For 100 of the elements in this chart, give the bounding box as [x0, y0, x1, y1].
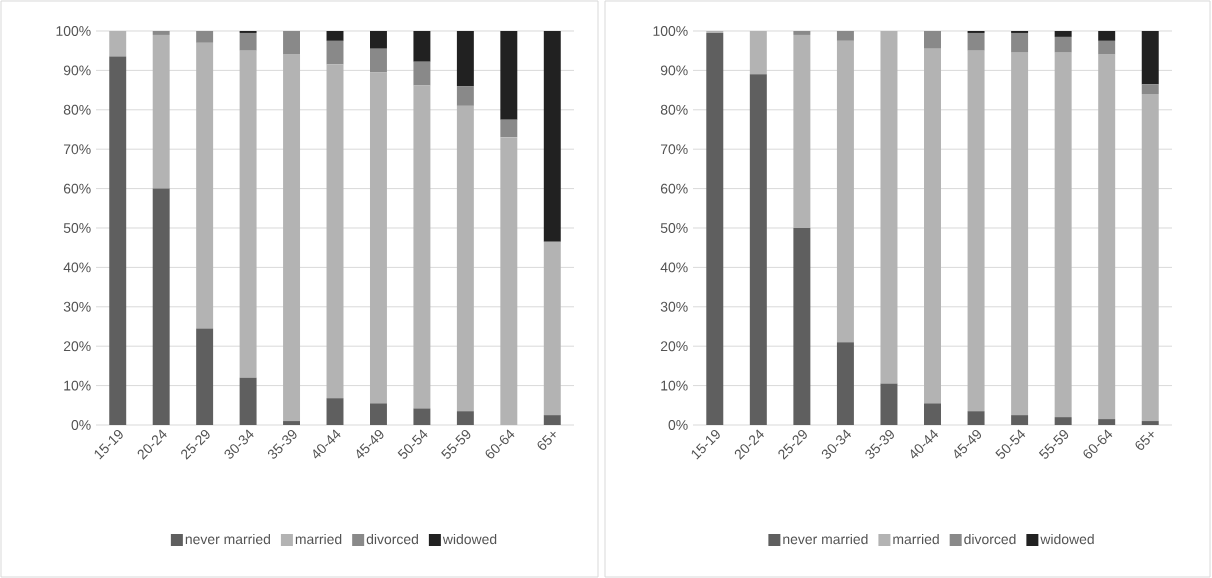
bar — [1011, 415, 1029, 425]
y-tick-label: 20% — [63, 341, 91, 352]
bar — [1054, 31, 1072, 37]
bar — [326, 31, 344, 41]
legend-label: widowed — [442, 533, 497, 545]
bar — [413, 408, 431, 425]
x-tick-label: 65+ — [537, 431, 556, 450]
y-tick-label: 80% — [63, 104, 91, 115]
bar — [836, 342, 854, 425]
bar — [369, 72, 387, 404]
bar — [1141, 84, 1159, 95]
bar — [1054, 52, 1072, 418]
bar — [413, 85, 431, 409]
bar — [967, 411, 985, 425]
bar — [880, 383, 898, 425]
bar — [109, 56, 127, 425]
y-tick-label: 10% — [661, 380, 688, 391]
bar — [543, 31, 561, 242]
y-tick-label: 40% — [63, 262, 91, 273]
bar — [196, 31, 214, 43]
y-tick-label: 50% — [63, 223, 91, 233]
bar — [456, 86, 474, 106]
bar — [239, 377, 257, 425]
bar — [456, 105, 474, 412]
bar — [1011, 32, 1029, 53]
y-tick-label: 90% — [63, 65, 91, 76]
y-tick-label: 10% — [64, 380, 91, 391]
legend-label: married — [893, 533, 939, 545]
bar — [500, 31, 518, 120]
bar — [326, 64, 344, 399]
bar — [413, 61, 431, 86]
legend-label: never married — [185, 533, 270, 545]
bar — [924, 31, 941, 49]
bar — [793, 31, 811, 35]
bar — [749, 74, 767, 425]
bar — [1141, 94, 1159, 422]
bar — [456, 411, 474, 425]
bar — [1054, 417, 1072, 425]
bar — [793, 34, 811, 228]
bar — [749, 31, 767, 75]
legend-label: never married — [783, 533, 868, 545]
legend-label: divorced — [366, 533, 418, 545]
y-tick-label: 0% — [71, 420, 91, 430]
bar — [283, 421, 301, 425]
bar — [543, 241, 561, 416]
bar — [239, 32, 257, 51]
bar — [239, 50, 257, 378]
y-tick-label: 70% — [63, 144, 91, 155]
y-tick-label: 60% — [63, 183, 91, 194]
bar — [1098, 419, 1116, 425]
bar — [413, 31, 431, 62]
y-tick-label: 70% — [660, 144, 688, 155]
bar — [967, 50, 985, 412]
bar — [369, 31, 387, 49]
bar — [283, 54, 301, 422]
bar — [326, 398, 344, 425]
y-tick-label: 100% — [56, 26, 91, 36]
y-tick-label: 30% — [660, 301, 688, 312]
bar — [880, 31, 898, 384]
y-tick-label: 90% — [660, 65, 688, 76]
bar — [152, 34, 170, 189]
bar — [456, 31, 474, 87]
bar — [967, 32, 985, 51]
bar — [543, 415, 561, 425]
bar — [1011, 52, 1029, 416]
bar — [1141, 421, 1159, 425]
bar — [1098, 54, 1116, 420]
legend-label: married — [295, 533, 342, 545]
bar — [1141, 31, 1159, 85]
bar — [369, 403, 387, 425]
y-tick-label: 60% — [660, 183, 688, 194]
bar — [836, 40, 854, 343]
y-tick-label: 40% — [660, 262, 688, 273]
bar — [836, 31, 854, 41]
y-tick-label: 50% — [660, 223, 688, 233]
bar — [283, 31, 301, 55]
y-tick-label: 20% — [660, 341, 688, 352]
bar — [109, 31, 127, 57]
bar — [369, 48, 387, 73]
bar — [924, 403, 941, 425]
bar — [793, 228, 811, 425]
bar — [500, 137, 518, 425]
bar — [196, 328, 214, 425]
bar — [924, 48, 941, 404]
y-tick-label: 0% — [668, 420, 688, 430]
bar — [152, 31, 170, 35]
bar — [1098, 31, 1116, 41]
bar — [326, 40, 344, 65]
legend-label: widowed — [1040, 533, 1094, 545]
y-tick-label: 80% — [660, 104, 688, 115]
bar — [1098, 40, 1116, 55]
y-tick-label: 30% — [63, 301, 91, 312]
bar — [706, 32, 724, 425]
x-tick-label: 65+ — [1135, 431, 1154, 450]
bar — [1054, 36, 1072, 53]
bar — [152, 188, 170, 425]
y-tick-label: 100% — [653, 26, 688, 36]
legend-label: divorced — [964, 533, 1016, 545]
bar — [500, 119, 518, 138]
bar — [196, 42, 214, 329]
